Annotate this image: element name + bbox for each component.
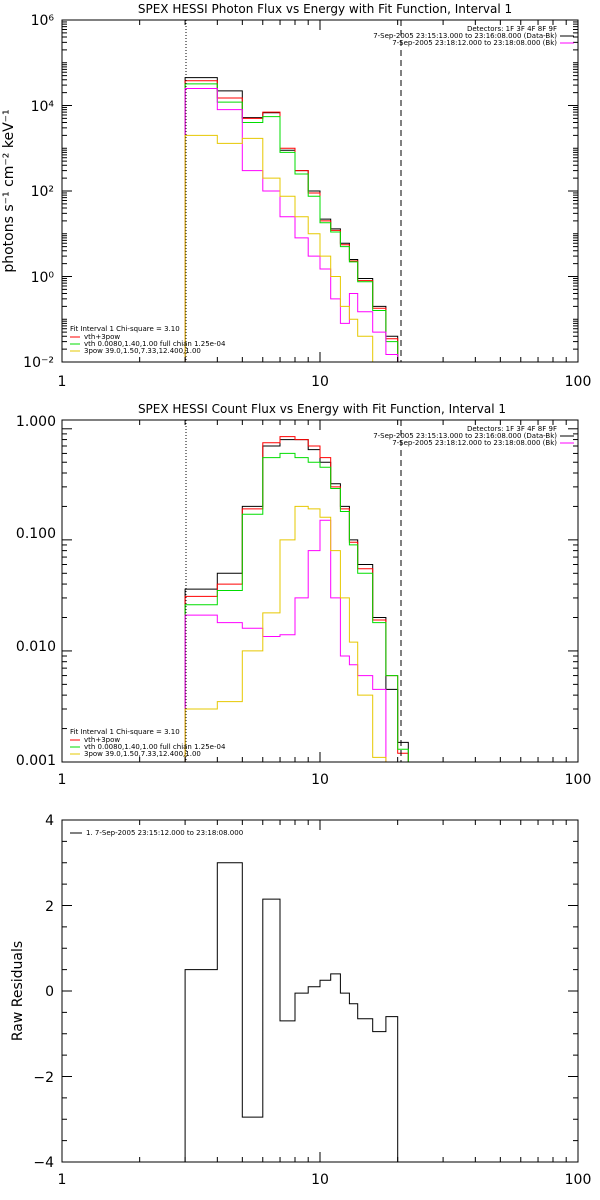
residuals-trace — [184, 862, 399, 1162]
count-y-tick-0.001: 0.001 — [16, 753, 56, 769]
photon-y-tick-1e-2: 10⁻² — [23, 355, 54, 371]
photon-series-1 — [184, 80, 409, 363]
count-legend-bottom-left: Fit Interval 1 Chi-square = 3.10 vth+3po… — [70, 728, 226, 758]
photon-legend-bk-interval: 7-Sep-2005 23:18:12.000 to 23:18:08.000 … — [392, 39, 557, 47]
count-series-2 — [184, 452, 409, 762]
photon-y-axis-label: photons s⁻¹ cm⁻² keV⁻¹ — [1, 109, 17, 272]
photon-legend-3pow: 3pow 39.0,1.50,7.33,12.400,1.00 — [84, 347, 201, 355]
photon-y-tick-1e6: 10⁶ — [31, 13, 55, 29]
photon-axis-ticks — [61, 19, 578, 363]
count-y-tick-0.010: 0.010 — [16, 639, 56, 655]
photon-legend-data-interval: 7-Sep-2005 23:15:13.000 to 23:16:08.000 … — [373, 32, 557, 40]
count-legend-3pow: 3pow 39.0,1.50,7.33,12.400,1.00 — [84, 750, 201, 758]
count-axis-ticks — [61, 420, 578, 763]
residuals-y-tick-neg2: −2 — [33, 1070, 54, 1086]
photon-legend-total-fit: vth+3pow — [84, 333, 120, 341]
photon-legend-top-right: Detectors: 1F 3F 4F 8F 9F 7-Sep-2005 23:… — [373, 25, 574, 47]
residuals-legend-label: 1. 7-Sep-2005 23:15:12.000 to 23:18:08.0… — [86, 829, 243, 837]
count-legend-fit-header: Fit Interval 1 Chi-square = 3.10 — [70, 728, 180, 736]
residuals-y-tick-neg4: −4 — [33, 1155, 54, 1171]
residuals-x-tick-1: 1 — [58, 1172, 67, 1188]
count-legend-detectors: Detectors: 1F 3F 4F 8F 9F — [467, 425, 557, 433]
photon-x-tick-100: 100 — [565, 374, 592, 390]
count-series-3 — [184, 519, 387, 762]
residuals-x-tick-10: 10 — [311, 1172, 329, 1188]
photon-flux-panel: SPEX HESSI Photon Flux vs Energy with Fi… — [1, 2, 591, 390]
residuals-plot-frame — [61, 819, 579, 1163]
count-series-4 — [184, 505, 387, 762]
photon-x-tick-1: 1 — [58, 374, 67, 390]
photon-x-tick-10: 10 — [311, 374, 329, 390]
photon-legend-bottom-left: Fit Interval 1 Chi-square = 3.10 vth+3po… — [70, 325, 226, 355]
residuals-axis-ticks — [61, 819, 578, 1163]
count-legend-vth: vth 0.0080,1.40,1.00 full chian 1.25e-04 — [84, 743, 226, 751]
photon-series-0 — [184, 77, 409, 363]
photon-series-4 — [184, 134, 386, 363]
count-flux-traces — [184, 436, 409, 762]
photon-flux-traces — [184, 77, 409, 363]
photon-series-3 — [184, 88, 399, 362]
count-legend-top-right: Detectors: 1F 3F 4F 8F 9F 7-Sep-2005 23:… — [373, 425, 574, 447]
count-legend-bk-interval: 7-Sep-2005 23:18:12.000 to 23:18:08.000 … — [392, 439, 557, 447]
residuals-series-0 — [184, 862, 399, 1162]
count-series-0 — [184, 439, 409, 762]
photon-y-tick-1e0: 10⁰ — [31, 270, 55, 286]
photon-series-2 — [184, 83, 409, 363]
photon-y-tick-1e2: 10² — [31, 184, 54, 200]
count-series-1 — [184, 436, 409, 762]
photon-chart-title: SPEX HESSI Photon Flux vs Energy with Fi… — [138, 2, 512, 16]
residuals-panel: 1 10 100 −4 −2 0 2 4 Raw Residuals 1. 7-… — [10, 813, 591, 1188]
photon-legend-fit-header: Fit Interval 1 Chi-square = 3.10 — [70, 325, 180, 333]
count-x-tick-10: 10 — [311, 772, 329, 788]
count-x-tick-100: 100 — [565, 772, 592, 788]
count-flux-panel: SPEX HESSI Count Flux vs Energy with Fit… — [16, 402, 591, 788]
residuals-y-tick-0: 0 — [45, 984, 54, 1000]
photon-legend-detectors: Detectors: 1F 3F 4F 8F 9F — [467, 25, 557, 33]
residuals-y-tick-2: 2 — [45, 899, 54, 915]
count-legend-total-fit: vth+3pow — [84, 736, 120, 744]
count-chart-title: SPEX HESSI Count Flux vs Energy with Fit… — [138, 402, 506, 416]
count-legend-data-interval: 7-Sep-2005 23:15:13.000 to 23:16:08.000 … — [373, 432, 557, 440]
photon-y-tick-1e4: 10⁴ — [31, 99, 55, 115]
count-x-tick-1: 1 — [58, 772, 67, 788]
count-y-tick-0.100: 0.100 — [16, 526, 56, 542]
residuals-x-tick-100: 100 — [565, 1172, 592, 1188]
count-plot-frame — [61, 419, 579, 763]
residuals-y-axis-label: Raw Residuals — [10, 941, 26, 1041]
residuals-y-tick-4: 4 — [45, 813, 54, 829]
count-y-tick-1.000: 1.000 — [16, 414, 56, 430]
photon-legend-vth: vth 0.0080,1.40,1.00 full chian 1.25e-04 — [84, 340, 226, 348]
